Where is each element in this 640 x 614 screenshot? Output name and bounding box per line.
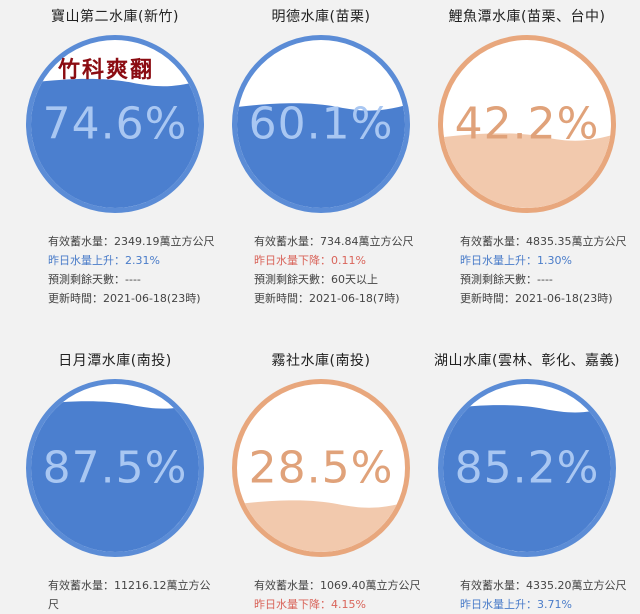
water-fill (443, 405, 611, 552)
percent-label: 42.2% (454, 98, 600, 150)
reservoir-info: 有效蓄水量：1069.40萬立方公尺 昨日水量下降：4.15% (254, 576, 421, 614)
reservoir-card-wushe[interactable]: 霧社水庫(南投) 28.5% 有效蓄水量：1069.40萬立方公尺 昨日水量下降… (218, 344, 424, 611)
reservoir-info: 有效蓄水量：11216.12萬立方公尺 (48, 576, 212, 614)
water-level-gauge: 28.5% (232, 379, 410, 557)
reservoir-card-hushan[interactable]: 湖山水庫(雲林、彰化、嘉義) 85.2% 有效蓄水量：4335.20萬立方公尺 … (424, 344, 630, 611)
change-text: 昨日水量上升：3.71% (460, 598, 572, 611)
reservoir-card-mingde[interactable]: 明德水庫(苗栗) 60.1% 有效蓄水量：734.84萬立方公尺 昨日水量下降：… (218, 0, 424, 305)
forecast-text: 預測剩餘天數：---- (48, 273, 141, 286)
percent-label: 87.5% (42, 442, 188, 494)
reservoir-title: 湖山水庫(雲林、彰化、嘉義) (434, 353, 620, 369)
change-text: 昨日水量下降：4.15% (254, 598, 366, 611)
water-fill (443, 133, 611, 208)
capacity-text: 有效蓄水量：2349.19萬立方公尺 (48, 235, 215, 248)
capacity-text: 有效蓄水量：4335.20萬立方公尺 (460, 579, 627, 592)
change-text: 昨日水量上升：1.30% (460, 254, 572, 267)
percent-label: 74.6% (42, 98, 188, 150)
water-level-gauge: 85.2% (438, 379, 616, 557)
updated-text: 更新時間：2021-06-18(23時) (460, 292, 613, 305)
forecast-text: 預測剩餘天數：---- (460, 273, 553, 286)
water-level-gauge: 87.5% (26, 379, 204, 557)
percent-label: 28.5% (248, 442, 394, 494)
water-level-gauge: 60.1% (232, 35, 410, 213)
reservoir-info: 有效蓄水量：4835.35萬立方公尺 昨日水量上升：1.30% 預測剩餘天數：-… (460, 232, 627, 308)
reservoir-title: 明德水庫(苗栗) (271, 9, 371, 25)
water-fill (31, 401, 199, 552)
capacity-text: 有效蓄水量：1069.40萬立方公尺 (254, 579, 421, 592)
change-text: 昨日水量下降：0.11% (254, 254, 366, 267)
change-text: 昨日水量上升：2.31% (48, 254, 160, 267)
updated-text: 更新時間：2021-06-18(7時) (254, 292, 400, 305)
capacity-text: 有效蓄水量：4835.35萬立方公尺 (460, 235, 627, 248)
capacity-text: 有效蓄水量：11216.12萬立方公尺 (48, 579, 211, 611)
updated-text: 更新時間：2021-06-18(23時) (48, 292, 201, 305)
reservoir-title: 霧社水庫(南投) (271, 353, 371, 369)
reservoir-card-sunmoonlake[interactable]: 日月潭水庫(南投) 87.5% 有效蓄水量：11216.12萬立方公尺 (12, 344, 218, 611)
percent-label: 60.1% (248, 98, 394, 150)
reservoir-info: 有效蓄水量：4335.20萬立方公尺 昨日水量上升：3.71% (460, 576, 627, 614)
capacity-text: 有效蓄水量：734.84萬立方公尺 (254, 235, 414, 248)
reservoir-title: 寶山第二水庫(新竹) (51, 9, 179, 25)
water-level-gauge: 74.6% (26, 35, 204, 213)
reservoir-title: 日月潭水庫(南投) (58, 353, 172, 369)
reservoir-info: 有效蓄水量：734.84萬立方公尺 昨日水量下降：0.11% 預測剩餘天數：60… (254, 232, 414, 308)
reservoir-card-baoshan2[interactable]: 寶山第二水庫(新竹) 74.6% 有效蓄水量：2349.19萬立方公尺 昨日水量… (12, 0, 218, 305)
percent-label: 85.2% (454, 442, 600, 494)
reservoir-info: 有效蓄水量：2349.19萬立方公尺 昨日水量上升：2.31% 預測剩餘天數：-… (48, 232, 215, 308)
water-level-gauge: 42.2% (438, 35, 616, 213)
reservoir-title: 鯉魚潭水庫(苗栗、台中) (448, 9, 606, 25)
water-fill (237, 103, 405, 208)
forecast-text: 預測剩餘天數：60天以上 (254, 273, 378, 286)
water-fill (237, 500, 405, 552)
water-fill (31, 78, 199, 208)
logo-text: 竹科爽翻 (58, 57, 155, 83)
reservoir-card-liyutan[interactable]: 鯉魚潭水庫(苗栗、台中) 42.2% 有效蓄水量：4835.35萬立方公尺 昨日… (424, 0, 630, 305)
